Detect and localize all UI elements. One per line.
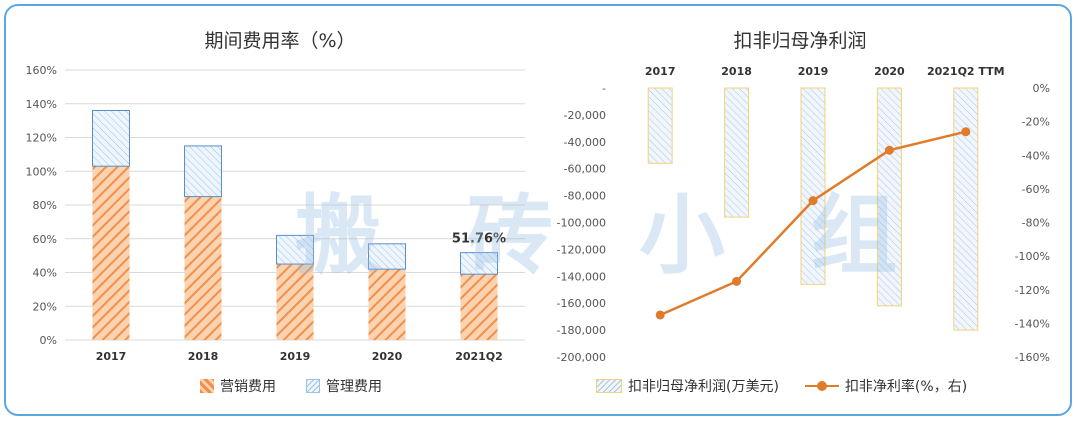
x-tick-label: 2020 — [372, 350, 403, 363]
x-tick-label: 2018 — [721, 65, 752, 78]
y-tick-label: 0% — [40, 334, 57, 347]
bar-marketing — [184, 196, 222, 340]
left-legend: 营销费用 管理费用 — [200, 376, 382, 396]
y-tick-label-left: - — [602, 82, 606, 95]
y-tick-label-left: -200,000 — [557, 351, 606, 364]
legend-label-profit: 扣非归母净利润(万美元) — [628, 379, 779, 395]
y-tick-label: 100% — [26, 165, 57, 178]
x-tick-label: 2017 — [645, 65, 676, 78]
bar-admin — [184, 145, 222, 198]
y-tick-label: 20% — [33, 300, 57, 313]
y-tick-label-right: -160% — [1015, 351, 1050, 364]
right-chart-title: 扣非归母净利润 — [733, 30, 867, 52]
x-tick-label: 2021Q2 TTM — [927, 65, 1005, 78]
point-margin — [808, 196, 818, 206]
bar-marketing — [368, 269, 406, 340]
y-tick-label-left: -100,000 — [557, 217, 606, 230]
y-tick-label: 40% — [33, 267, 57, 280]
x-tick-label: 2019 — [280, 350, 311, 363]
x-tick-label: 2019 — [798, 65, 829, 78]
bar-profit — [647, 87, 673, 164]
bar-admin — [276, 234, 314, 265]
y-tick-label-left: -140,000 — [557, 270, 606, 283]
x-tick-label: 2017 — [96, 350, 127, 363]
y-tick-label: 140% — [26, 98, 57, 111]
watermark: 搬 砖 小 组 — [295, 186, 925, 286]
y-tick-label-left: -160,000 — [557, 297, 606, 310]
y-tick-label-left: -60,000 — [564, 163, 606, 176]
point-margin — [655, 310, 665, 320]
legend-label-admin: 管理费用 — [326, 379, 382, 395]
legend-line-margin — [804, 379, 839, 393]
y-tick-label-right: 0% — [1033, 82, 1050, 95]
bar-admin — [460, 252, 498, 275]
point-margin — [884, 145, 894, 155]
y-tick-label-right: -120% — [1015, 284, 1050, 297]
y-tick-label: 120% — [26, 132, 57, 145]
y-tick-label-left: -120,000 — [557, 243, 606, 256]
legend-swatch-profit — [596, 379, 622, 393]
legend-swatch-admin — [306, 379, 320, 393]
y-tick-label: 80% — [33, 199, 57, 212]
bar-admin — [92, 110, 130, 167]
y-tick-label-right: -20% — [1022, 116, 1050, 129]
y-tick-label-left: -40,000 — [564, 136, 606, 149]
bar-profit — [953, 87, 979, 331]
y-tick-label-left: -80,000 — [564, 190, 606, 203]
legend-label-marketing: 营销费用 — [220, 379, 276, 395]
data-label: 51.76% — [452, 232, 506, 247]
left-chart-title: 期间费用率（%） — [204, 30, 356, 52]
legend-label-margin: 扣非净利率(%，右) — [844, 379, 968, 395]
y-tick-label-right: -80% — [1022, 217, 1050, 230]
bar-admin — [368, 243, 406, 270]
bar-marketing — [276, 264, 314, 340]
y-tick-label: 160% — [26, 64, 57, 77]
bar-marketing — [460, 274, 498, 340]
x-tick-label: 2020 — [874, 65, 905, 78]
x-tick-label: 2018 — [188, 350, 219, 363]
point-margin — [961, 127, 971, 137]
y-tick-label-left: -20,000 — [564, 109, 606, 122]
point-margin — [732, 276, 742, 286]
bar-profit — [876, 87, 902, 307]
right-legend: 扣非归母净利润(万美元) 扣非净利率(%，右) — [596, 376, 967, 396]
bar-profit — [724, 87, 750, 218]
y-tick-label-right: -100% — [1015, 250, 1050, 263]
legend-swatch-marketing — [200, 379, 214, 393]
y-tick-label: 60% — [33, 233, 57, 246]
y-tick-label-right: -140% — [1015, 317, 1050, 330]
x-tick-label: 2021Q2 — [455, 350, 503, 363]
bar-marketing — [92, 166, 130, 340]
y-tick-label-right: -40% — [1022, 149, 1050, 162]
bar-profit — [800, 87, 826, 285]
y-tick-label-left: -180,000 — [557, 324, 606, 337]
y-tick-label-right: -60% — [1022, 183, 1050, 196]
